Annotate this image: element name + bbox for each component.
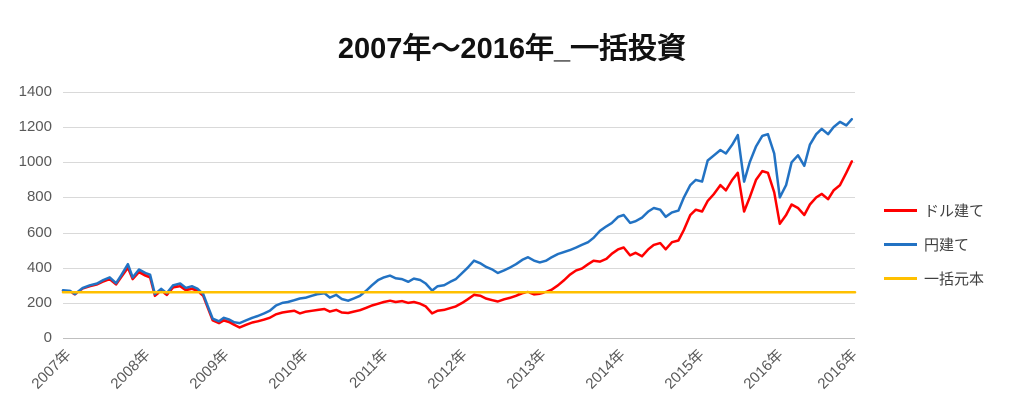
y-axis-tick-label: 200 <box>26 293 52 311</box>
gridline <box>63 267 855 269</box>
legend-item-principal: 一括元本 <box>884 268 984 288</box>
legend-label-usd: ドル建て <box>924 202 985 220</box>
y-axis-tick-label: 0 <box>43 329 52 346</box>
series-yen-line <box>61 117 854 325</box>
gridline <box>63 127 855 129</box>
series-dollar-line <box>61 160 854 329</box>
y-axis-tick-label: 1400 <box>18 83 52 100</box>
legend-item-usd: ドル建て <box>884 200 984 220</box>
legend-line-swatch-jpy <box>884 242 917 246</box>
legend-label-jpy: 円建て <box>924 236 970 254</box>
legend-item-jpy: 円建て <box>884 234 969 254</box>
chart-title: 2007年〜2016年_一括投資 <box>337 33 687 65</box>
gridline <box>63 162 855 164</box>
y-axis-tick-label: 800 <box>26 188 52 206</box>
legend-line-swatch-principal <box>884 276 917 280</box>
y-axis-tick-label: 400 <box>26 258 52 276</box>
legend-label-principal: 一括元本 <box>924 270 985 288</box>
y-axis-tick-label: 1200 <box>18 118 52 136</box>
gridline <box>63 197 855 199</box>
x-axis-line <box>63 338 855 339</box>
y-axis-tick-label: 1000 <box>18 153 52 171</box>
gridline <box>63 232 855 234</box>
gridline <box>63 92 855 93</box>
y-axis-tick-label: 600 <box>26 223 52 241</box>
legend-line-swatch-usd <box>884 208 917 212</box>
